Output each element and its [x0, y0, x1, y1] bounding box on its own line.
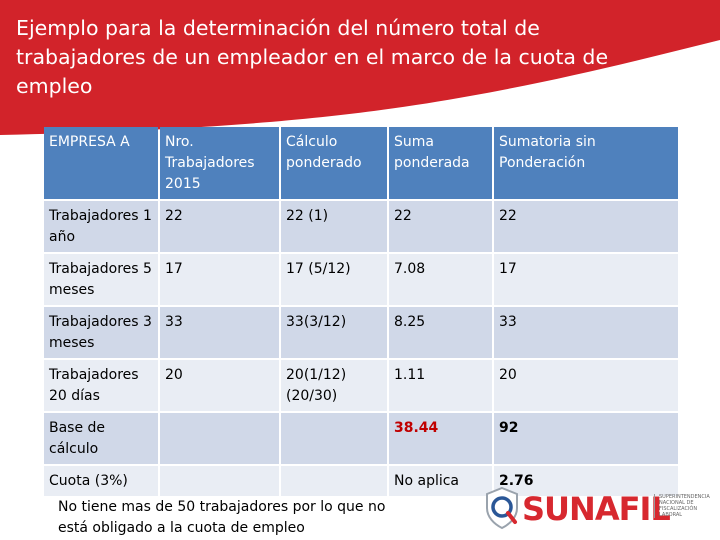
row-label: Base de cálculo: [44, 413, 158, 464]
cell-suma: 22: [389, 201, 492, 252]
banner-shape: [0, 0, 720, 135]
sunafil-logo: SUNAFIL SUPERINTENDENCIA NACIONAL DE FIS…: [482, 486, 712, 534]
footnote: No tiene mas de 50 trabajadores por lo q…: [58, 499, 386, 536]
cell-suma: 8.25: [389, 307, 492, 358]
magnifier-shield-icon: [486, 486, 518, 530]
row-label: Trabajadores 1 año: [44, 201, 158, 252]
cell-nro: 33: [160, 307, 279, 358]
header-sumatoria-sin: Sumatoria sin Ponderación: [494, 127, 678, 199]
cell-nro: [160, 413, 279, 464]
cell-sin: 17: [494, 254, 678, 305]
cell-suma: 1.11: [389, 360, 492, 411]
table-header-row: EMPRESA A Nro. Trabajadores 2015 Cálculo…: [44, 127, 678, 199]
cell-calculo: [281, 413, 387, 464]
cell-sin-total: 92: [494, 413, 678, 464]
cell-suma-cuota: No aplica: [389, 466, 492, 496]
table-row-cuota: Cuota (3%) No aplica 2.76: [44, 466, 678, 496]
cell-sin: 33: [494, 307, 678, 358]
table-row: Trabajadores 20 días 20 20(1/12) (20/30)…: [44, 360, 678, 411]
row-label: Cuota (3%): [44, 466, 158, 496]
logo-wordmark: SUNAFIL: [522, 490, 671, 528]
cell-suma: 7.08: [389, 254, 492, 305]
cell-calculo: 20(1/12) (20/30): [281, 360, 387, 411]
cell-calculo: [281, 466, 387, 496]
quota-table: EMPRESA A Nro. Trabajadores 2015 Cálculo…: [42, 125, 680, 498]
page-title: Ejemplo para la determinación del número…: [16, 16, 609, 98]
cell-calculo: 17 (5/12): [281, 254, 387, 305]
logo-tagline: SUPERINTENDENCIA NACIONAL DE FISCALIZACI…: [654, 494, 715, 518]
row-label: Trabajadores 20 días: [44, 360, 158, 411]
cell-nro: [160, 466, 279, 496]
header-empresa: EMPRESA A: [44, 127, 158, 199]
table-row-base: Base de cálculo 38.44 92: [44, 413, 678, 464]
cell-sin: 22: [494, 201, 678, 252]
header-suma-ponderada: Suma ponderada: [389, 127, 492, 199]
table-row: Trabajadores 3 meses 33 33(3/12) 8.25 33: [44, 307, 678, 358]
row-label: Trabajadores 5 meses: [44, 254, 158, 305]
header-nro-trabajadores: Nro. Trabajadores 2015: [160, 127, 279, 199]
cell-nro: 22: [160, 201, 279, 252]
cell-sin-cuota: 2.76: [494, 466, 678, 496]
cell-nro: 17: [160, 254, 279, 305]
cell-nro: 20: [160, 360, 279, 411]
cell-sin: 20: [494, 360, 678, 411]
row-label: Trabajadores 3 meses: [44, 307, 158, 358]
header-calculo-ponderado: Cálculo ponderado: [281, 127, 387, 199]
title-banner: Ejemplo para la determinación del número…: [0, 0, 720, 135]
cell-calculo: 22 (1): [281, 201, 387, 252]
cell-calculo: 33(3/12): [281, 307, 387, 358]
cell-suma-total: 38.44: [389, 413, 492, 464]
table-row: Trabajadores 1 año 22 22 (1) 22 22: [44, 201, 678, 252]
table-row: Trabajadores 5 meses 17 17 (5/12) 7.08 1…: [44, 254, 678, 305]
